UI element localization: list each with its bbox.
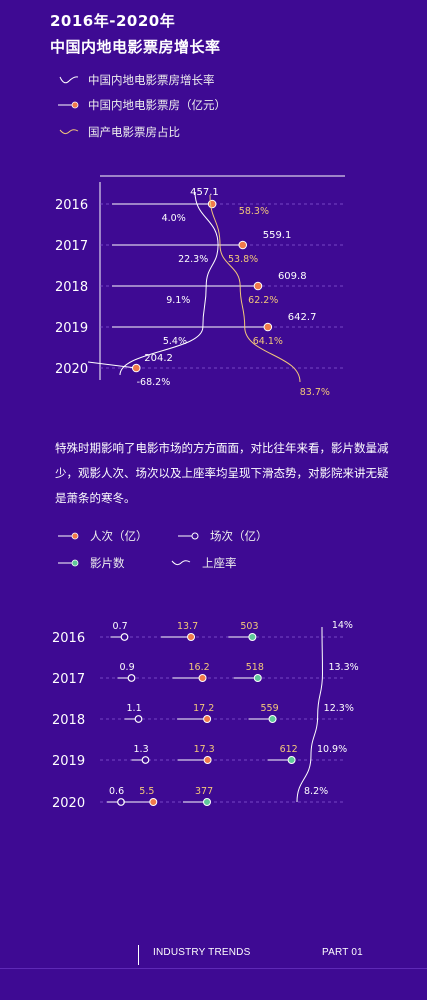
growth-rate-label: -68.2% [137,377,171,388]
sessions-value-label: 0.6 [109,786,124,797]
wave-line-icon [59,129,79,135]
share-label: 62.2% [248,295,278,306]
occupancy-label: 10.9% [317,744,347,755]
audience-value-label: 16.2 [189,662,210,673]
footer-divider [138,945,139,965]
legend-item-occupancy: 上座率 [170,555,237,571]
share-label: 58.3% [239,206,269,217]
sessions-value-label: 0.7 [113,621,128,632]
year-tick-label: 2019 [55,321,88,336]
share-label: 64.1% [253,336,283,347]
audience-point [198,674,207,682]
occupancy-label: 12.3% [324,703,354,714]
box-office-value-label: 457.1 [190,187,219,198]
box-office-point [263,322,273,332]
legend-label-occupancy: 上座率 [202,556,237,570]
box-office-point [207,199,217,209]
occupancy-label: 8.2% [304,786,328,797]
box-office-value-label: 642.7 [288,312,317,323]
legend-item-growth: 中国内地电影票房增长率 [58,72,215,88]
growth-rate-label: 22.3% [178,254,208,265]
sessions-point [127,674,136,682]
audience-point [187,633,196,641]
footer-part-label: PART 01 [322,947,363,958]
films-point [248,633,257,641]
legend-item-box-office: 中国内地电影票房（亿元） [58,97,226,113]
audience-value-label: 5.5 [139,786,154,797]
box-office-value-label: 559.1 [263,230,292,241]
year-tick-label: 2017 [55,239,88,254]
box-office-point [253,281,263,291]
summary-paragraph: 特殊时期影响了电影市场的方方面面，对比往年来看，影片数量减少，观影人次、场次以及… [55,441,389,505]
audience-point [203,715,212,723]
sessions-value-label: 0.9 [120,662,135,673]
box-office-point [238,240,248,250]
hollow-dot-icon [178,532,199,540]
bottom-rule [0,968,427,969]
films-value-label: 612 [280,744,298,755]
sessions-point [141,756,150,764]
legend-label-share: 国产电影票房占比 [88,125,180,139]
box-office-value-label: 609.8 [278,271,307,282]
year-tick-label: 2018 [52,713,85,728]
year-tick-label: 2016 [55,198,88,213]
sessions-value-label: 1.1 [127,703,142,714]
year-tick-label: 2018 [55,280,88,295]
share-line [209,194,301,383]
sessions-point [134,715,143,723]
films-value-label: 518 [246,662,264,673]
sessions-point [120,633,129,641]
share-label: 53.8% [228,254,258,265]
legend-label-audience: 人次（亿） [90,529,148,543]
growth-rate-label: 4.0% [162,213,186,224]
films-value-label: 559 [261,703,279,714]
audience-value-label: 13.7 [177,621,198,632]
legend-label-box-office: 中国内地电影票房（亿元） [88,98,226,112]
year-tick-label: 2017 [52,672,85,687]
year-tick-label: 2020 [55,362,88,377]
legend-label-growth: 中国内地电影票房增长率 [88,73,215,87]
cinema-indicators-chart: 2016 0.7 13.7 503 14% 2017 0.9 16.2 518 13.3% 2018… [52,620,359,811]
green-dot-icon [58,559,79,567]
orange-dot-icon [58,532,79,540]
audience-point [203,756,212,764]
growth-rate-label: 9.1% [166,295,190,306]
footer-section-label: INDUSTRY TRENDS [153,947,251,958]
occupancy-label: 13.3% [328,662,358,673]
year-tick-label: 2019 [52,754,85,769]
legend-item-sessions: 场次（亿） [178,528,268,544]
box-office-chart: 2016 457.1 4.0% 58.3% 2017 559.1 22.3% 53.8% 201… [55,175,345,398]
audience-point [149,798,158,806]
films-point [268,715,277,723]
chart-title-line1: 2016年-2020年 [50,12,176,30]
box-office-point [131,363,141,373]
occupancy-line [296,626,323,803]
sessions-value-label: 1.3 [134,744,149,755]
year-tick-label: 2020 [52,796,85,811]
audience-value-label: 17.2 [193,703,214,714]
legend-item-audience: 人次（亿） [58,528,148,544]
legend-label-films: 影片数 [90,556,125,570]
films-point [203,798,211,806]
legend-item-share: 国产电影票房占比 [58,124,180,140]
films-value-label: 377 [195,786,213,797]
films-value-label: 503 [240,621,258,632]
growth-rate-label: 5.4% [163,336,187,347]
occupancy-label: 14% [332,620,353,631]
legend-item-films: 影片数 [58,555,125,571]
films-point [287,756,296,764]
growth-rate-line [119,191,219,376]
wave-line-icon [59,76,79,84]
audience-value-label: 17.3 [194,744,215,755]
chart-title-line2: 中国内地电影票房增长率 [50,38,221,56]
legend-label-sessions: 场次（亿） [210,529,268,543]
wave-line-icon [171,560,191,566]
year-tick-label: 2016 [52,631,85,646]
box-office-value-label: 204.2 [144,353,173,364]
dot-line-icon [58,101,79,109]
share-label: 83.7% [300,387,330,398]
films-point [253,674,262,682]
box-office-bar [87,361,137,369]
